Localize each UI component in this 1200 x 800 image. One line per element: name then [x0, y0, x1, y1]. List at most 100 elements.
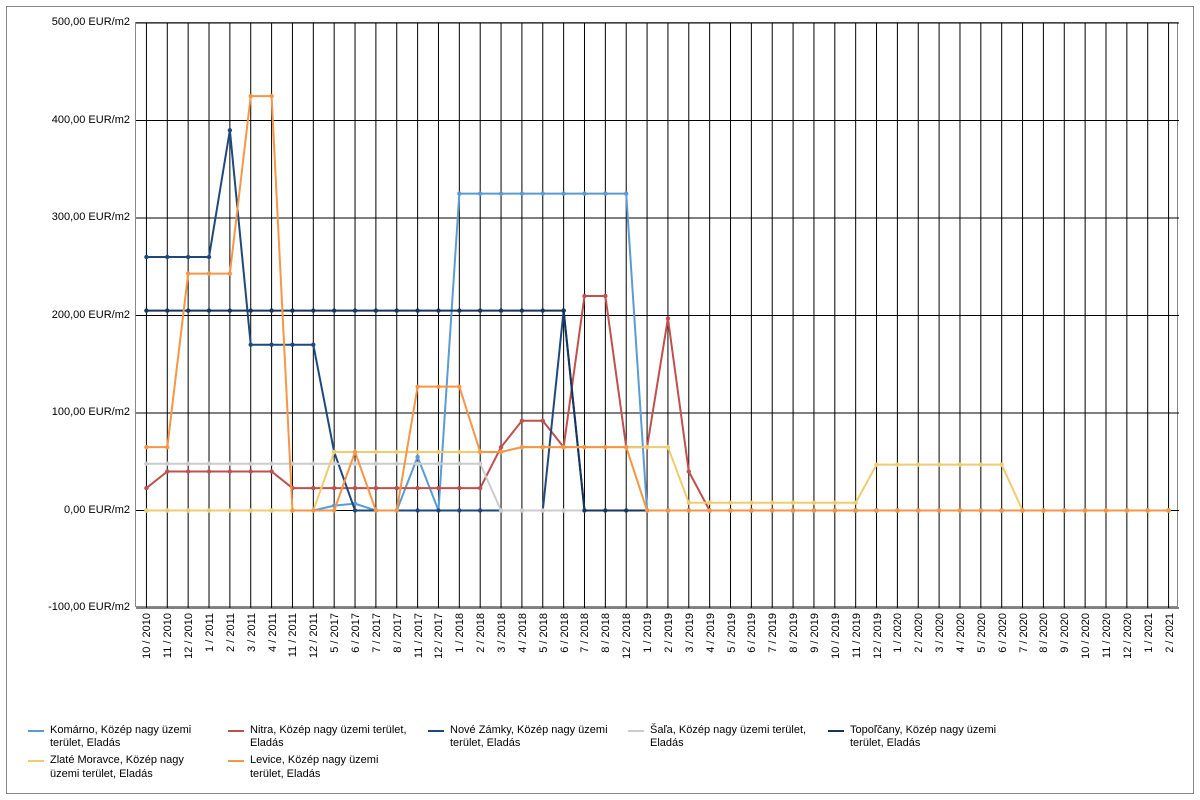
series-marker	[645, 508, 649, 512]
legend-swatch	[228, 730, 244, 732]
x-tick-label: 5 / 2018	[538, 613, 550, 653]
x-tick-label: 6 / 2017	[350, 613, 362, 653]
series-marker	[999, 508, 1003, 512]
series-marker	[520, 191, 524, 195]
series-marker	[561, 191, 565, 195]
series-marker	[561, 308, 565, 312]
x-tick-label: 4 / 2011	[267, 613, 279, 652]
series-marker	[457, 486, 461, 490]
y-tick-label: 500,00 EUR/m2	[10, 16, 130, 28]
x-tick-label: 2 / 2018	[475, 613, 487, 653]
series-marker	[228, 128, 232, 132]
x-tick-label: 7 / 2017	[371, 613, 383, 653]
series-line	[146, 296, 1168, 511]
series-marker	[374, 508, 378, 512]
series-marker	[415, 450, 419, 454]
series-marker	[561, 508, 565, 512]
series-marker	[311, 486, 315, 490]
x-tick-label: 3 / 2019	[684, 613, 696, 653]
legend-swatch	[228, 760, 244, 762]
series-marker	[749, 501, 753, 505]
legend: Komárno, Közép nagy üzemi terület, Eladá…	[28, 724, 1178, 781]
legend-item: Levice, Közép nagy üzemi terület, Eladás	[228, 754, 408, 780]
x-tick-label: 10 / 2020	[1080, 613, 1092, 659]
series-marker	[791, 501, 795, 505]
series-marker	[541, 419, 545, 423]
series-marker	[144, 508, 148, 512]
series-marker	[207, 469, 211, 473]
series-marker	[249, 343, 253, 347]
series-marker	[165, 508, 169, 512]
series-marker	[353, 308, 357, 312]
series-marker	[457, 508, 461, 512]
series-marker	[457, 384, 461, 388]
series-marker	[999, 462, 1003, 466]
legend-item: Zlaté Moravce, Közép nagy üzemi terület,…	[28, 754, 208, 780]
x-tick-label: 12 / 2017	[433, 613, 445, 659]
y-tick-label: 100,00 EUR/m2	[10, 406, 130, 418]
series-marker	[415, 486, 419, 490]
series-marker	[833, 508, 837, 512]
series-marker	[395, 508, 399, 512]
series-marker	[457, 462, 461, 466]
series-marker	[853, 508, 857, 512]
series-marker	[165, 462, 169, 466]
x-tick-label: 2 / 2019	[663, 613, 675, 653]
series-marker	[687, 508, 691, 512]
x-tick-label: 8 / 2019	[788, 613, 800, 653]
x-tick-label: 3 / 2018	[496, 613, 508, 653]
x-tick-label: 8 / 2017	[392, 613, 404, 653]
series-marker	[228, 462, 232, 466]
y-tick-label: 400,00 EUR/m2	[10, 114, 130, 126]
series-marker	[478, 462, 482, 466]
series-marker	[332, 308, 336, 312]
series-marker	[290, 343, 294, 347]
series-marker	[207, 308, 211, 312]
series-marker	[457, 308, 461, 312]
series-marker	[186, 508, 190, 512]
series-marker	[624, 508, 628, 512]
series-line	[146, 130, 1168, 510]
legend-item: Topoľčany, Közép nagy üzemi terület, Ela…	[828, 724, 1008, 750]
series-marker	[395, 486, 399, 490]
series-marker	[895, 462, 899, 466]
x-tick-label: 2 / 2020	[913, 613, 925, 653]
series-marker	[415, 508, 419, 512]
series-marker	[979, 462, 983, 466]
series-marker	[499, 508, 503, 512]
series-marker	[353, 486, 357, 490]
series-marker	[186, 308, 190, 312]
series-marker	[1083, 508, 1087, 512]
x-tick-label: 12 / 2010	[183, 613, 195, 659]
series-marker	[374, 486, 378, 490]
series-marker	[520, 508, 524, 512]
x-tick-label: 8 / 2018	[600, 613, 612, 653]
series-marker	[1041, 508, 1045, 512]
series-marker	[228, 308, 232, 312]
series-marker	[603, 445, 607, 449]
series-marker	[624, 445, 628, 449]
series-marker	[249, 508, 253, 512]
series-marker	[144, 445, 148, 449]
x-tick-label: 6 / 2020	[997, 613, 1009, 653]
series-line	[146, 96, 1168, 510]
series-marker	[311, 462, 315, 466]
legend-label: Komárno, Közép nagy üzemi terület, Eladá…	[50, 724, 208, 750]
series-marker	[749, 508, 753, 512]
legend-item: Šaľa, Közép nagy üzemi terület, Eladás	[628, 724, 808, 750]
legend-item: Komárno, Közép nagy üzemi terület, Eladá…	[28, 724, 208, 750]
x-tick-label: 9 / 2020	[1059, 613, 1071, 653]
series-marker	[353, 462, 357, 466]
series-marker	[436, 384, 440, 388]
series-marker	[228, 508, 232, 512]
series-marker	[332, 486, 336, 490]
x-tick-label: 4 / 2018	[517, 613, 529, 653]
series-marker	[937, 508, 941, 512]
series-marker	[499, 450, 503, 454]
series-marker	[1104, 508, 1108, 512]
x-tick-label: 1 / 2020	[892, 613, 904, 653]
series-marker	[436, 508, 440, 512]
series-marker	[374, 450, 378, 454]
series-marker	[144, 462, 148, 466]
series-marker	[707, 508, 711, 512]
